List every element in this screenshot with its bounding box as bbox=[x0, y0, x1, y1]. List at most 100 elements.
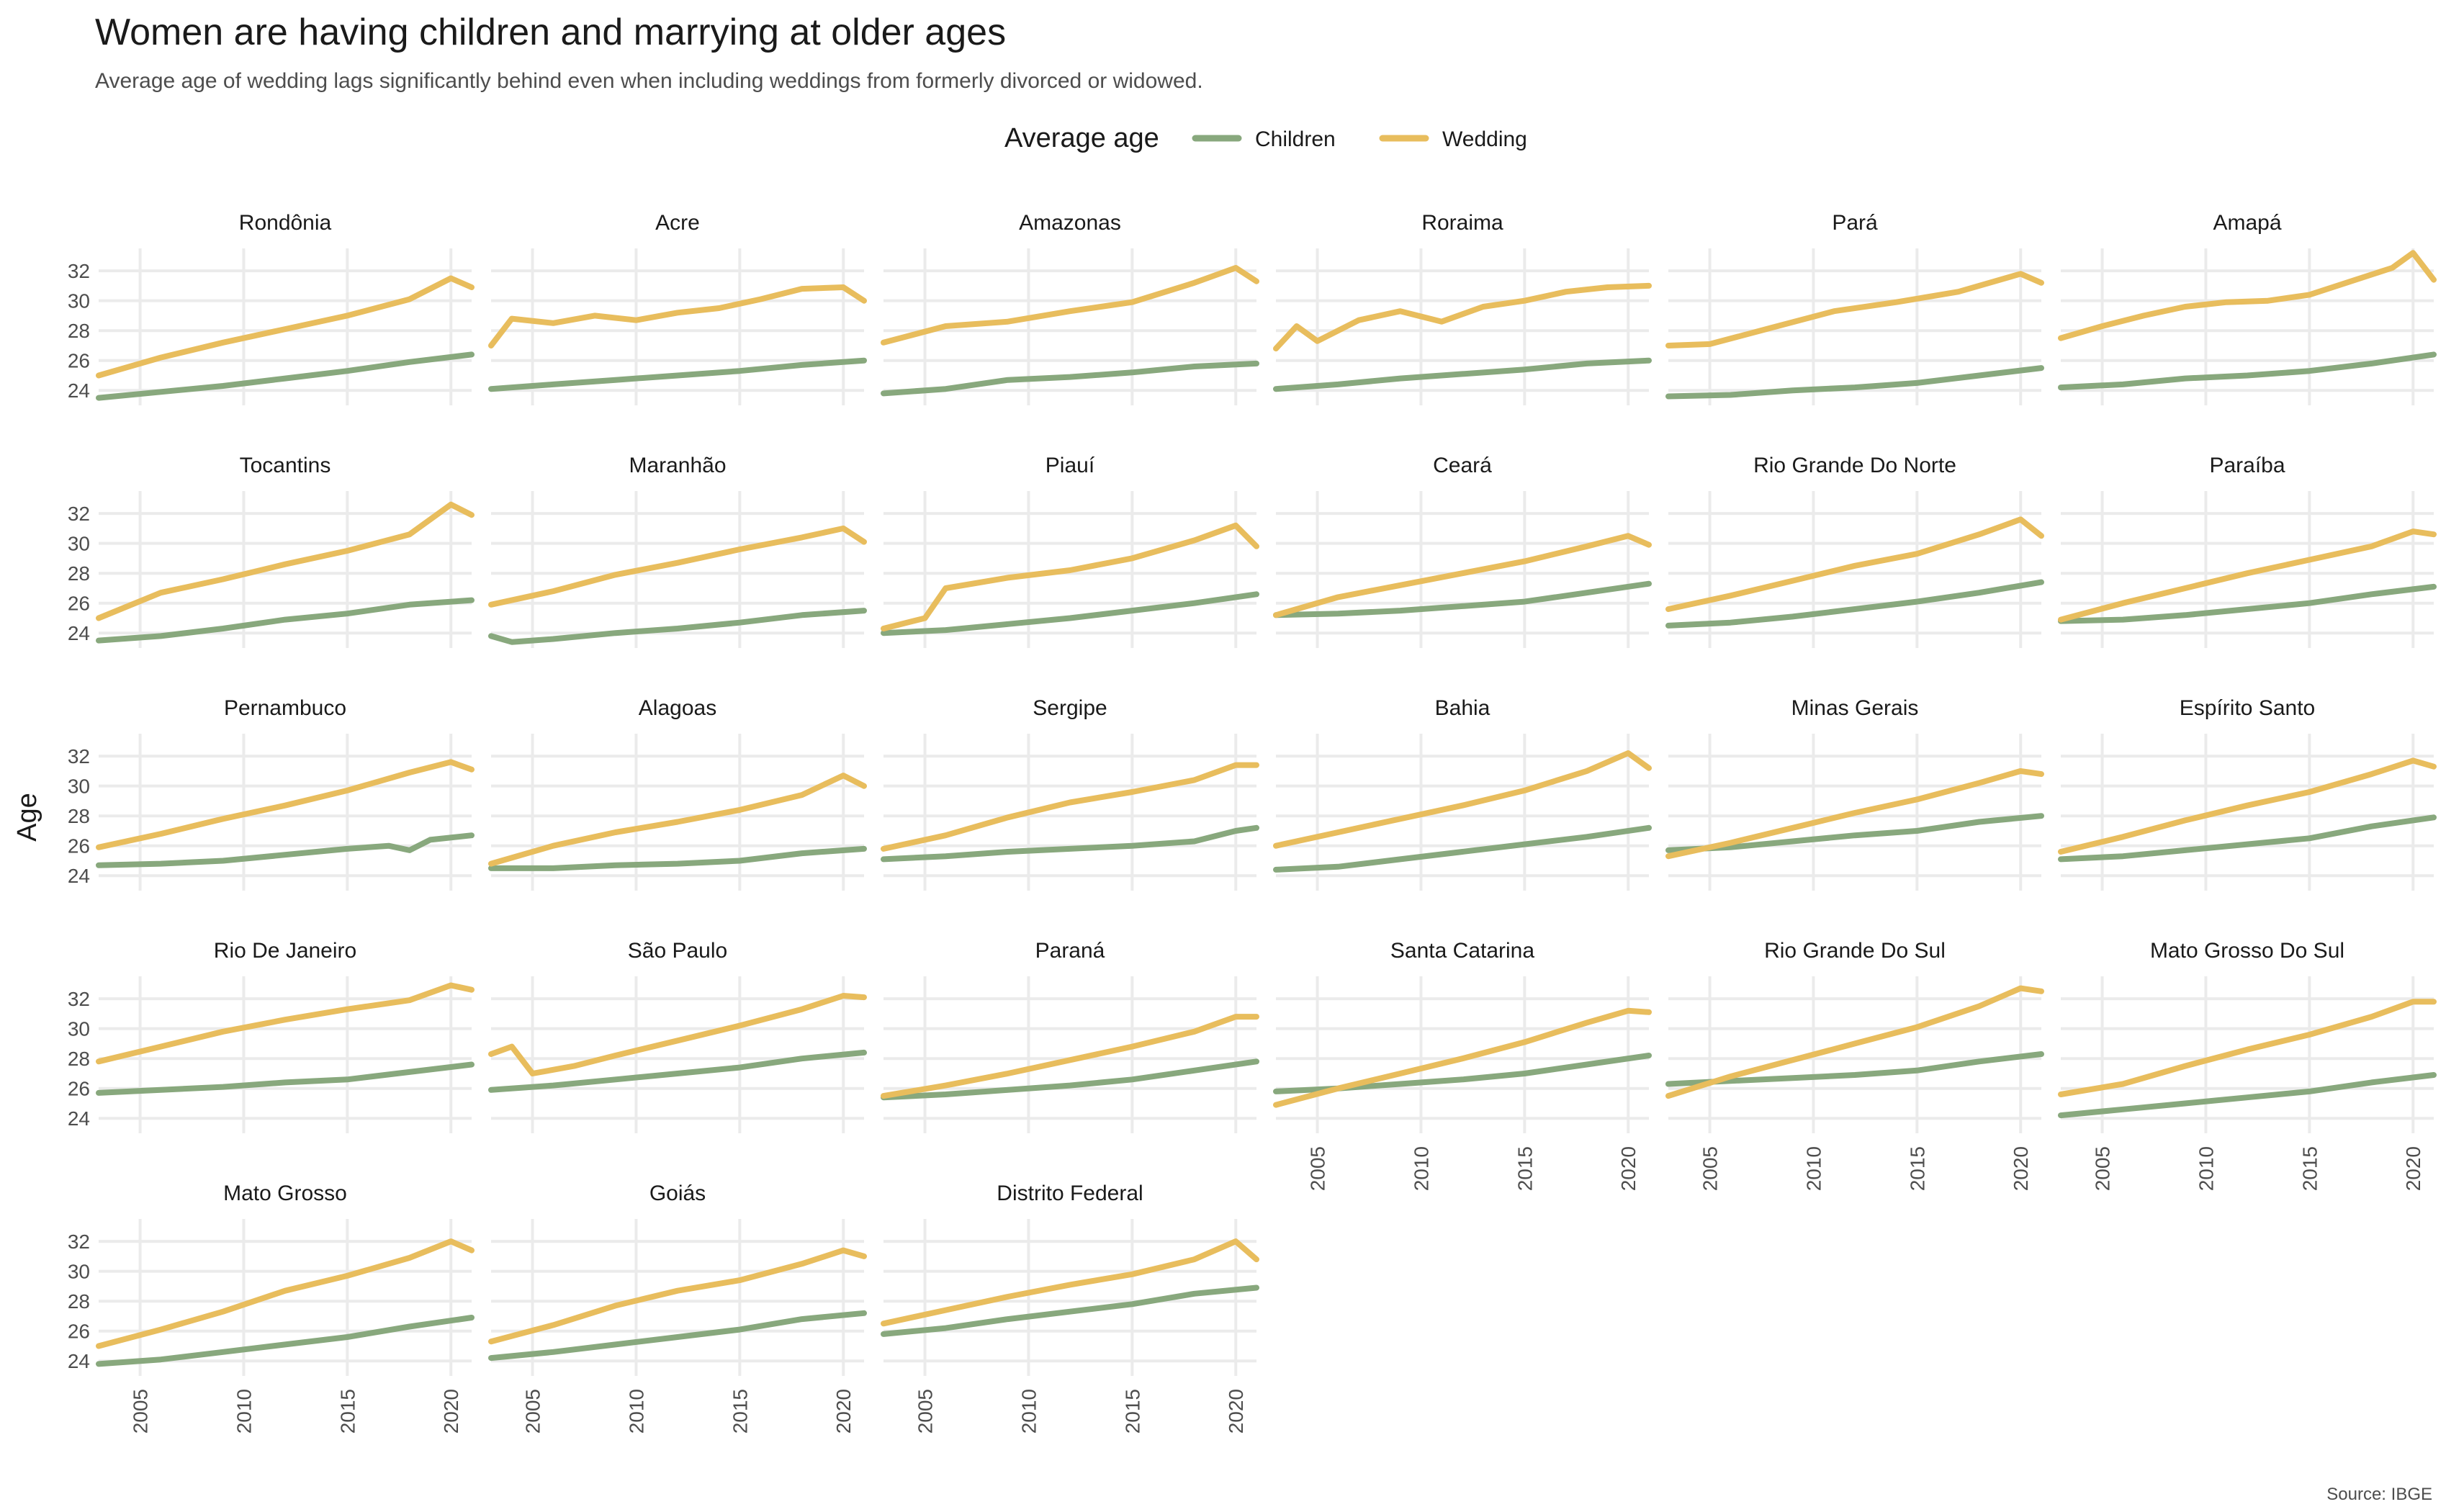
y-tick-label: 32 bbox=[68, 260, 90, 282]
wedding-line bbox=[1665, 768, 2044, 860]
children-line bbox=[2058, 1072, 2437, 1119]
panel-title: Minas Gerais bbox=[1791, 696, 1919, 720]
panel-title: Distrito Federal bbox=[997, 1182, 1143, 1205]
y-tick-label: 26 bbox=[68, 350, 90, 372]
panel-maranhao: Maranhão bbox=[488, 454, 867, 648]
y-tick-label: 30 bbox=[68, 290, 90, 312]
panel-minas-gerais: Minas Gerais bbox=[1665, 696, 2044, 891]
children-line bbox=[1273, 357, 1652, 392]
x-tick-label: 2010 bbox=[2195, 1146, 2217, 1191]
panel-distrito-federal: Distrito Federal 2005 2010 2015 2020 bbox=[881, 1182, 1259, 1434]
panel-title: Espírito Santo bbox=[2180, 696, 2315, 720]
panel-pernambuco: Pernambuco 24 26 28 30 32 bbox=[68, 696, 475, 891]
y-tick-label: 24 bbox=[68, 379, 90, 402]
y-tick-label: 28 bbox=[68, 805, 90, 827]
panel-rio-grande-do-sul: Rio Grande Do Sul 2005 2010 2015 2020 bbox=[1665, 939, 2044, 1191]
legend-children-label: Children bbox=[1255, 127, 1336, 151]
panel-title: São Paulo bbox=[628, 939, 727, 963]
panel-title: Piauí bbox=[1046, 454, 1095, 477]
children-line bbox=[1273, 580, 1652, 618]
children-line bbox=[96, 351, 475, 401]
y-tick-label: 28 bbox=[68, 320, 90, 342]
chart-title: Women are having children and marrying a… bbox=[95, 12, 1006, 53]
x-tick-label: 2010 bbox=[625, 1389, 647, 1434]
x-tick-label: 2015 bbox=[336, 1389, 359, 1434]
y-tick-label: 28 bbox=[68, 562, 90, 585]
wedding-line bbox=[96, 759, 475, 850]
wedding-line bbox=[488, 773, 867, 867]
x-tick-label: 2020 bbox=[1225, 1389, 1247, 1434]
y-tick-label: 24 bbox=[68, 1350, 90, 1372]
children-line bbox=[96, 832, 475, 868]
panel-amazonas: Amazonas bbox=[881, 211, 1259, 405]
wedding-line bbox=[2058, 528, 2437, 623]
wedding-line bbox=[1273, 533, 1652, 618]
x-tick-label: 2005 bbox=[130, 1389, 152, 1434]
wedding-line bbox=[1273, 750, 1652, 849]
x-tick-label: 2005 bbox=[914, 1389, 937, 1434]
y-tick-label: 24 bbox=[68, 622, 90, 644]
children-line bbox=[1273, 824, 1652, 873]
children-line bbox=[2058, 583, 2437, 624]
legend: Average age Children Wedding bbox=[1004, 123, 1527, 153]
wedding-line bbox=[96, 1238, 475, 1349]
x-tick-label: 2005 bbox=[522, 1389, 544, 1434]
x-tick-label: 2015 bbox=[2298, 1146, 2321, 1191]
panel-sao-paulo: São Paulo bbox=[488, 939, 867, 1133]
panel-para: Pará bbox=[1665, 211, 2044, 405]
panel-title: Amapá bbox=[2213, 211, 2281, 235]
panel-title: Roraima bbox=[1421, 211, 1503, 235]
y-tick-label: 30 bbox=[68, 533, 90, 555]
wedding-line bbox=[881, 522, 1259, 631]
wedding-line bbox=[96, 275, 475, 379]
panel-rio-grande-do-norte: Rio Grande Do Norte bbox=[1665, 454, 2044, 648]
panel-title: Rondônia bbox=[239, 211, 332, 235]
y-tick-label: 32 bbox=[68, 988, 90, 1010]
x-tick-label: 2010 bbox=[233, 1389, 255, 1434]
wedding-line bbox=[2058, 757, 2437, 855]
wedding-line bbox=[488, 993, 867, 1076]
panel-title: Alagoas bbox=[639, 696, 716, 720]
children-line bbox=[1665, 813, 2044, 853]
y-tick-label: 30 bbox=[68, 775, 90, 798]
x-tick-label: 2015 bbox=[1906, 1146, 1928, 1191]
y-tick-label: 26 bbox=[68, 1320, 90, 1343]
wedding-line bbox=[881, 265, 1259, 346]
wedding-line bbox=[1273, 1007, 1652, 1108]
facet-panels: Rondônia 24 26 28 30 32 Acre Amazonas Roraima Par… bbox=[68, 211, 2437, 1434]
wedding-line bbox=[1665, 985, 2044, 1099]
children-line bbox=[488, 1049, 867, 1093]
panel-espirito-santo: Espírito Santo bbox=[2058, 696, 2437, 891]
panel-roraima: Roraima bbox=[1273, 211, 1652, 405]
panel-goias: Goiás 2005 2010 2015 2020 bbox=[488, 1182, 867, 1434]
y-tick-label: 30 bbox=[68, 1018, 90, 1040]
panel-parana: Paraná bbox=[881, 939, 1259, 1133]
panel-title: Maranhão bbox=[629, 454, 726, 477]
children-line bbox=[881, 824, 1259, 863]
y-tick-label: 24 bbox=[68, 865, 90, 887]
y-tick-label: 26 bbox=[68, 835, 90, 858]
y-tick-label: 28 bbox=[68, 1048, 90, 1070]
panel-piaui: Piauí bbox=[881, 454, 1259, 648]
panel-title: Sergipe bbox=[1033, 696, 1107, 720]
y-tick-label: 30 bbox=[68, 1261, 90, 1283]
x-tick-label: 2005 bbox=[1307, 1146, 1329, 1191]
wedding-line bbox=[881, 1014, 1259, 1099]
children-line bbox=[881, 1058, 1259, 1101]
panel-title: Acre bbox=[655, 211, 700, 235]
children-line bbox=[881, 591, 1259, 636]
x-tick-label: 2015 bbox=[729, 1389, 751, 1434]
wedding-line bbox=[488, 284, 867, 348]
wedding-line bbox=[96, 982, 475, 1065]
children-line bbox=[2058, 814, 2437, 863]
panel-tocantins: Tocantins 24 26 28 30 32 bbox=[68, 454, 475, 648]
panel-title: Pernambuco bbox=[224, 696, 346, 720]
wedding-line bbox=[881, 1238, 1259, 1327]
children-line bbox=[488, 608, 867, 645]
panel-title: Paraná bbox=[1035, 939, 1105, 963]
panel-title: Ceará bbox=[1433, 454, 1492, 477]
panel-title: Bahia bbox=[1435, 696, 1490, 720]
panel-title: Mato Grosso bbox=[223, 1182, 347, 1205]
children-line bbox=[488, 845, 867, 871]
